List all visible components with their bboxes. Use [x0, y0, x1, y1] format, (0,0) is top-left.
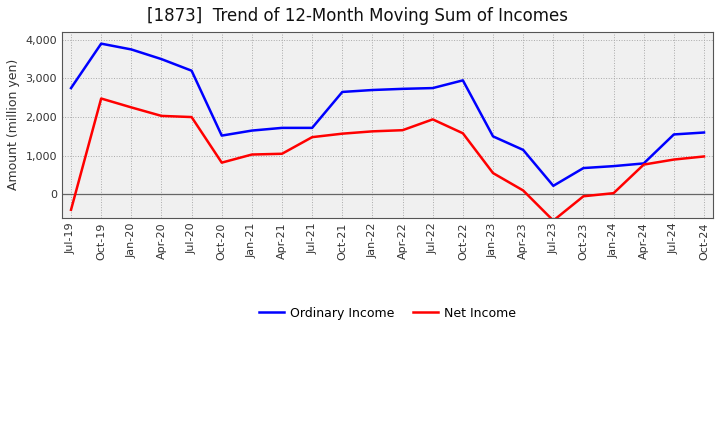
- Net Income: [368, 129, 377, 134]
- Net Income: [670, 157, 678, 162]
- Net Income: [67, 207, 76, 213]
- Ordinary Income: [187, 68, 196, 73]
- Ordinary Income: [217, 133, 226, 138]
- Net Income: [248, 152, 256, 157]
- Net Income: [127, 105, 135, 110]
- Ordinary Income: [519, 147, 528, 153]
- Net Income: [609, 191, 618, 196]
- Legend: Ordinary Income, Net Income: Ordinary Income, Net Income: [253, 302, 521, 325]
- Ordinary Income: [248, 128, 256, 133]
- Net Income: [489, 170, 498, 176]
- Net Income: [187, 114, 196, 120]
- Ordinary Income: [700, 130, 708, 135]
- Net Income: [338, 131, 346, 136]
- Ordinary Income: [398, 86, 407, 92]
- Ordinary Income: [338, 89, 346, 95]
- Net Income: [459, 131, 467, 136]
- Ordinary Income: [278, 125, 287, 131]
- Net Income: [278, 151, 287, 156]
- Net Income: [549, 218, 557, 223]
- Net Income: [639, 162, 648, 167]
- Ordinary Income: [639, 161, 648, 166]
- Line: Net Income: Net Income: [71, 99, 704, 220]
- Line: Ordinary Income: Ordinary Income: [71, 44, 704, 186]
- Ordinary Income: [609, 164, 618, 169]
- Net Income: [308, 135, 317, 140]
- Ordinary Income: [579, 165, 588, 171]
- Ordinary Income: [97, 41, 106, 46]
- Ordinary Income: [67, 85, 76, 91]
- Ordinary Income: [670, 132, 678, 137]
- Ordinary Income: [428, 85, 437, 91]
- Ordinary Income: [368, 88, 377, 93]
- Net Income: [428, 117, 437, 122]
- Net Income: [700, 154, 708, 159]
- Net Income: [398, 128, 407, 133]
- Y-axis label: Amount (million yen): Amount (million yen): [7, 59, 20, 191]
- Ordinary Income: [308, 125, 317, 131]
- Net Income: [157, 113, 166, 118]
- Ordinary Income: [549, 183, 557, 188]
- Net Income: [519, 188, 528, 193]
- Net Income: [579, 194, 588, 199]
- Ordinary Income: [489, 134, 498, 139]
- Ordinary Income: [157, 56, 166, 62]
- Text: [1873]  Trend of 12-Month Moving Sum of Incomes: [1873] Trend of 12-Month Moving Sum of I…: [147, 7, 567, 25]
- Net Income: [97, 96, 106, 101]
- Ordinary Income: [127, 47, 135, 52]
- Net Income: [217, 160, 226, 165]
- Ordinary Income: [459, 78, 467, 83]
